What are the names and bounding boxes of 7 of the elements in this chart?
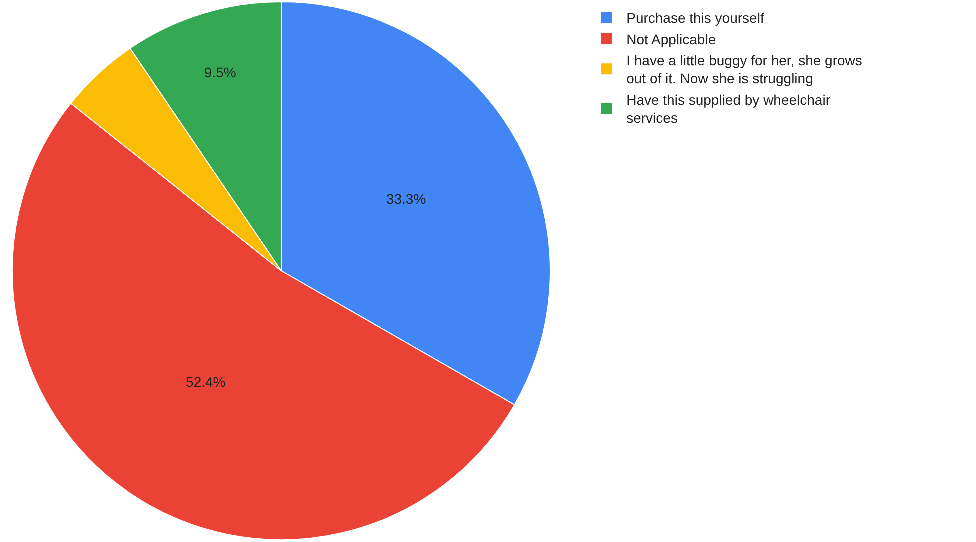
legend-label: Purchase this yourself bbox=[626, 10, 764, 26]
data-label: 9.5% bbox=[204, 64, 236, 80]
legend-label: I have a little buggy for her, she grows out of it. Now she is struggling bbox=[626, 52, 862, 87]
data-label: 33.3% bbox=[386, 190, 426, 207]
legend-label: Not Applicable bbox=[626, 31, 716, 48]
legend-label: Have this supplied by wheelchair services bbox=[626, 92, 831, 126]
data-label: 52.4% bbox=[186, 374, 226, 390]
